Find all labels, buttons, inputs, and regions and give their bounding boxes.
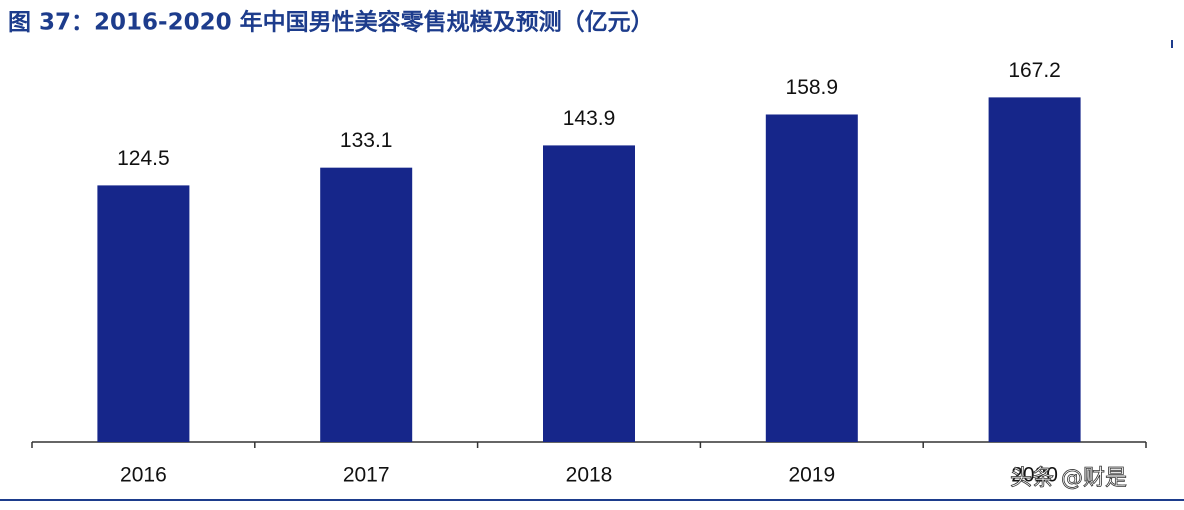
x-tick-label: 2018 xyxy=(566,464,613,487)
bar xyxy=(765,114,858,442)
value-label: 167.2 xyxy=(1008,59,1061,82)
bar xyxy=(97,185,190,442)
value-label: 133.1 xyxy=(340,129,393,152)
bar xyxy=(543,145,635,442)
bar xyxy=(320,167,413,442)
value-label: 158.9 xyxy=(786,76,839,99)
bar xyxy=(988,97,1081,442)
chart-title: 图 37：2016-2020 年中国男性美容零售规模及预测（亿元） xyxy=(8,9,654,36)
x-tick-label: 2017 xyxy=(343,464,390,487)
value-label: 143.9 xyxy=(563,107,616,130)
value-label: 124.5 xyxy=(117,147,170,170)
x-tick-label: 2016 xyxy=(120,464,167,487)
x-tick-label: 2020 xyxy=(1011,464,1058,487)
x-tick-label: 2019 xyxy=(788,464,835,487)
watermark: 头条 @财是 xyxy=(1010,466,1127,491)
